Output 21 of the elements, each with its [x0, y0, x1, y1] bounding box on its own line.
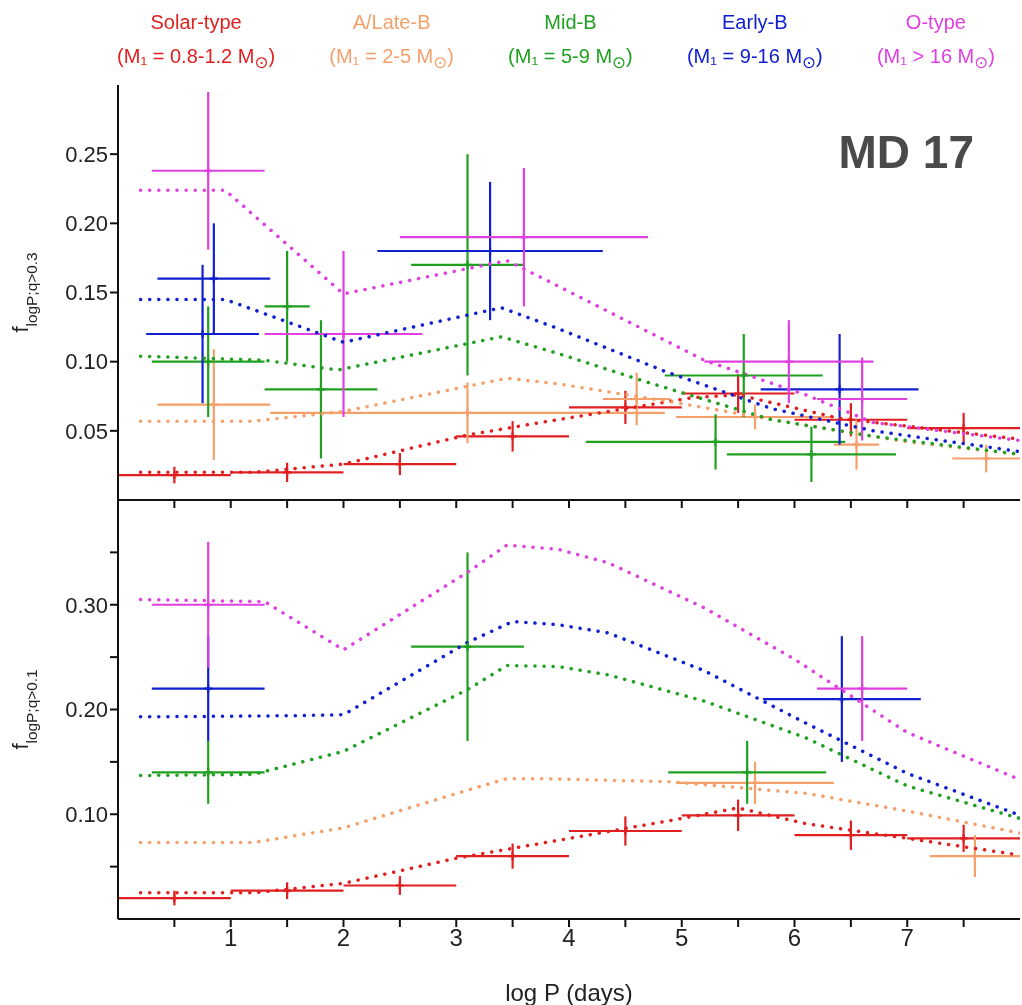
y-tick-label: 0.20: [65, 211, 108, 237]
y-tick-label: 0.05: [65, 418, 108, 444]
x-tick-label: 6: [787, 924, 802, 952]
y-tick-label: 0.30: [65, 592, 108, 618]
text: Solar-type (M₁ = 0.8-1.2 M$_{⊙}$): [117, 10, 276, 74]
text: Early-B (M₁ = 9-16 M$_{⊙}$): [686, 10, 823, 74]
y-tick-label: 0.25: [65, 141, 108, 167]
y-tick-label: 0.10: [65, 349, 108, 375]
x-tick-label: 4: [562, 924, 576, 952]
text: O-type (M₁ > 16 M$_{⊙}$): [876, 10, 995, 74]
text: A/Late-B (M₁ = 2-5 M$_{⊙}$): [329, 10, 454, 74]
y-tick-label: 0.10: [65, 802, 108, 828]
x-tick-label: 1: [224, 924, 238, 952]
y-tick-label: 0.20: [65, 697, 108, 723]
x-tick-label: 3: [449, 924, 463, 952]
y-tick-label: 0.15: [65, 280, 108, 306]
x-tick-label: 2: [336, 924, 351, 952]
x-tick-label: 7: [900, 924, 914, 952]
annotation: MD 17: [838, 125, 974, 179]
text: Mid-B (M₁ = 5-9 M$_{⊙}$): [508, 10, 633, 74]
x-tick-label: 5: [675, 924, 689, 952]
